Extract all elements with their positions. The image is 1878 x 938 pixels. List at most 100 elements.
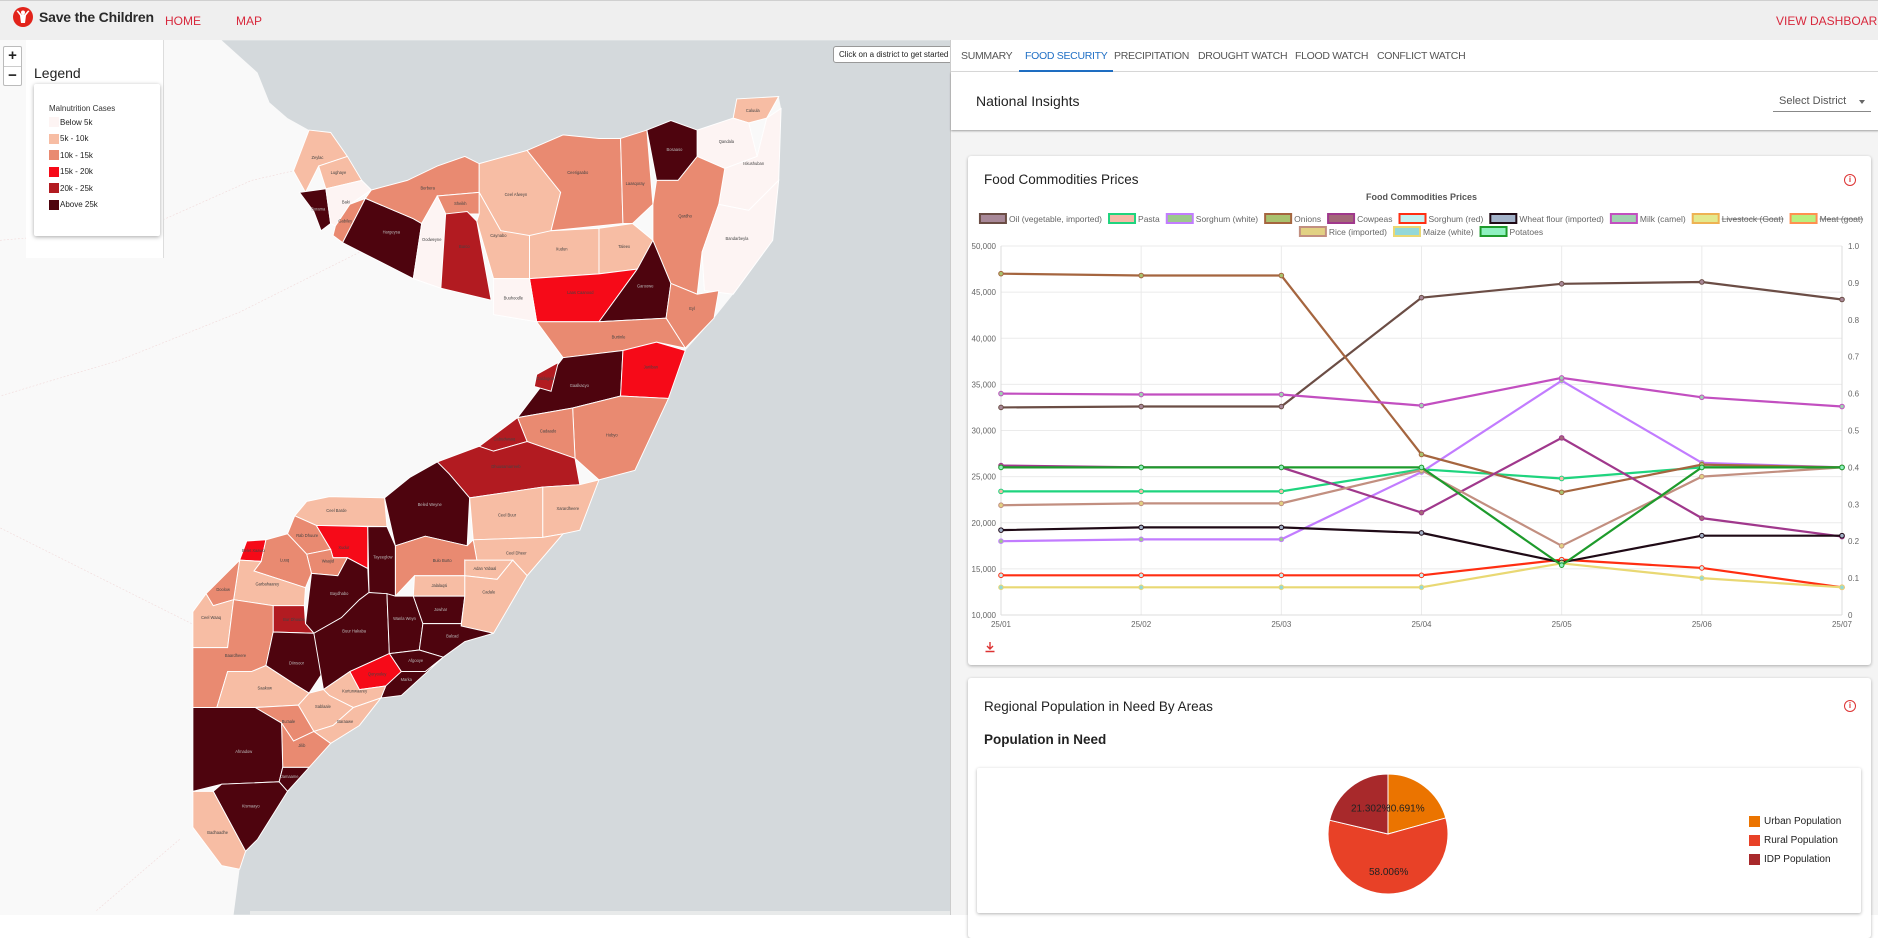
legend-item[interactable]: Pasta [1108, 213, 1160, 224]
district-label: Belet Xaawo [242, 548, 266, 553]
data-point-wheat-flour-imported [1839, 532, 1845, 539]
legend-item[interactable]: Maize (white) [1393, 226, 1474, 237]
district-label: Afgooye [408, 658, 424, 663]
x-tick-label: 25/02 [1131, 620, 1152, 629]
nav-home[interactable]: HOME [165, 14, 201, 28]
district-label: Marka [401, 677, 413, 682]
district-badhaadhe[interactable] [192, 790, 247, 870]
district-label: Xarardheere [557, 506, 580, 511]
district-label: Laasqoray [626, 181, 646, 186]
brand-name: Save the Children [39, 9, 154, 25]
legend-item[interactable]: Milk (camel) [1609, 213, 1686, 224]
tab-conflict-watch[interactable]: CONFLICT WATCH [1377, 50, 1466, 62]
district-label: Qandala [719, 139, 735, 144]
legend-item[interactable]: Sorghum (red) [1398, 213, 1484, 224]
zoom-out-button[interactable]: − [4, 66, 21, 85]
district-tayeeglow[interactable] [367, 526, 396, 597]
national-insights-bar: National Insights Select District [951, 72, 1878, 130]
legend-class: 10k - 15k [49, 147, 160, 164]
legend-swatch [1298, 226, 1327, 237]
district-jariiban[interactable] [620, 341, 686, 399]
district-xudun[interactable] [529, 227, 600, 280]
download-icon[interactable] [984, 641, 996, 653]
x-tick-label: 25/07 [1832, 620, 1853, 629]
pie-slice-urban-population[interactable] [1387, 773, 1447, 835]
district-burco[interactable] [440, 211, 492, 301]
tab-summary[interactable]: SUMMARY [961, 50, 1013, 62]
tab-precipitation[interactable]: PRECIPITATION [1114, 50, 1190, 62]
legend-swatch [1749, 816, 1760, 827]
y2-tick-label: 0.1 [1848, 574, 1860, 583]
data-point-pasta [998, 488, 1004, 495]
data-point-sorghum-white [1278, 536, 1285, 543]
legend-item[interactable]: Rice (imported) [1298, 226, 1387, 237]
pie-legend-item[interactable]: IDP Population [1749, 854, 1831, 865]
district-label: Saakow [258, 685, 273, 690]
district-label: Borama [311, 207, 326, 212]
brand-logo[interactable]: Save the Children [13, 7, 154, 27]
data-point-oil-vegetable-imported [1278, 403, 1285, 410]
legend-item[interactable]: Potatoes [1479, 226, 1544, 237]
y-tick-label: 30,000 [972, 427, 997, 436]
legend-label: Oil (vegetable, imported) [1009, 214, 1102, 224]
tab-drought-watch[interactable]: DROUGHT WATCH [1198, 50, 1288, 62]
legend-item[interactable]: Onions [1264, 213, 1321, 224]
legend-item[interactable]: Cowpeas [1327, 213, 1393, 224]
map-panel[interactable]: Zeylac Lughaye Borama Baki Gabiley Hargeysa Be… [0, 40, 950, 915]
district-label: Burtinle [612, 334, 627, 339]
district-label: Doolow [216, 587, 230, 592]
district-label: Ceel Buur [498, 513, 517, 518]
legend-label: Potatoes [1510, 227, 1544, 237]
info-icon[interactable]: i [1844, 700, 1856, 712]
zoom-in-button[interactable]: + [8, 47, 17, 64]
legend-class-label: Below 5k [60, 117, 93, 127]
data-point-oil-vegetable-imported [1418, 294, 1425, 301]
pie-slice-idp-population[interactable] [1329, 773, 1389, 835]
legend-item[interactable]: Oil (vegetable, imported) [978, 213, 1102, 224]
district-label: Baydhabo [330, 591, 349, 596]
district-label: Jamaame [281, 774, 300, 779]
y-tick-label: 45,000 [972, 288, 997, 297]
data-point-maize-white [1839, 584, 1845, 591]
data-point-wheat-flour-imported [1418, 530, 1425, 536]
district-laasqoray[interactable] [620, 129, 654, 225]
legend-swatch [1165, 213, 1194, 224]
pie-legend-label: Urban Population [1764, 816, 1842, 827]
district-galdogob[interactable] [533, 361, 559, 392]
top-header: Save the Children HOME MAP VIEW DASHBOAR… [0, 0, 1878, 40]
legend-label: Sorghum (red) [1429, 214, 1484, 224]
data-point-onions [998, 270, 1004, 277]
data-point-sorghum-red [998, 572, 1004, 579]
select-district-dropdown[interactable]: Select District [1773, 90, 1871, 112]
legend-swatch [49, 199, 59, 210]
pie-slice-label: 20.691% [1385, 803, 1425, 814]
nav-map[interactable]: MAP [236, 14, 263, 28]
district-cadale[interactable] [460, 559, 528, 634]
legend-swatch [1749, 835, 1760, 846]
district-label: Jowhar [434, 607, 448, 612]
pie-legend-item[interactable]: Urban Population [1749, 816, 1841, 827]
pie-legend-item[interactable]: Rural Population [1749, 835, 1838, 846]
view-dashboard-link[interactable]: VIEW DASHBOARD [1775, 14, 1878, 28]
district-label: Ceerigaabo [567, 170, 589, 175]
y2-tick-label: 0.4 [1848, 463, 1860, 472]
district-borama[interactable] [298, 188, 332, 232]
pie-slice-rural-population[interactable] [1327, 817, 1449, 895]
district-gabiley[interactable] [332, 197, 367, 244]
district-label: Bulo Burto [433, 558, 453, 563]
legend-item[interactable]: Meat (goat) [1789, 213, 1864, 224]
info-icon[interactable]: i [1844, 174, 1856, 186]
data-point-rice-imported [1138, 500, 1144, 507]
data-point-milk-camel [1558, 375, 1565, 381]
district-label: Jilib [298, 743, 306, 748]
district-map[interactable]: Zeylac Lughaye Borama Baki Gabiley Hargeysa Be… [0, 40, 950, 915]
tab-food-security[interactable]: FOOD SECURITY [1019, 50, 1114, 72]
zoom-control: + − [3, 46, 22, 86]
data-point-sorghum-white [1138, 536, 1144, 543]
legend-item[interactable]: Sorghum (white) [1165, 213, 1259, 224]
legend-item[interactable]: Wheat flour (imported) [1489, 213, 1604, 224]
legend-item[interactable]: Livestock (Goat) [1691, 213, 1784, 224]
district-label: Tayeeglow [373, 555, 392, 560]
tab-flood-watch[interactable]: FLOOD WATCH [1295, 50, 1369, 62]
district-bandarbeyla[interactable] [701, 179, 780, 295]
